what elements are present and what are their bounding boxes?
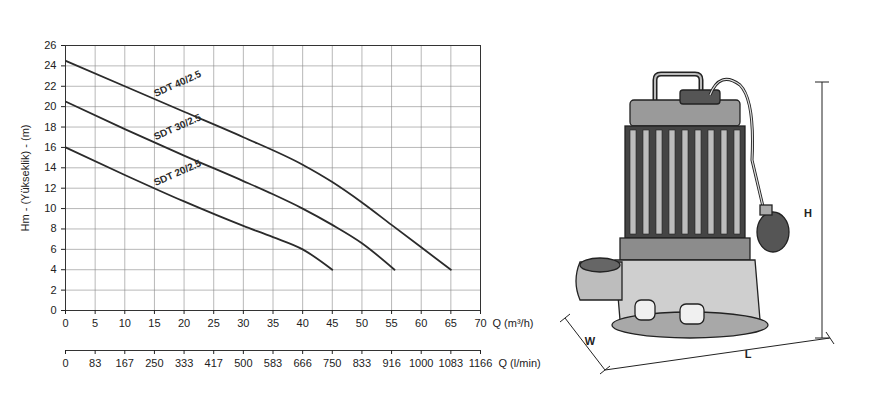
svg-text:10: 10 (119, 317, 131, 329)
svg-text:583: 583 (264, 357, 282, 369)
svg-text:83: 83 (89, 357, 101, 369)
svg-text:Hm - (Yükseklik) - (m): Hm - (Yükseklik) - (m) (19, 125, 31, 232)
svg-text:250: 250 (145, 357, 163, 369)
svg-text:26: 26 (44, 39, 56, 51)
svg-text:25: 25 (208, 317, 220, 329)
svg-text:1166: 1166 (469, 357, 493, 369)
svg-text:45: 45 (326, 317, 338, 329)
svg-text:14: 14 (44, 161, 56, 173)
svg-text:20: 20 (44, 100, 56, 112)
svg-text:18: 18 (44, 121, 56, 133)
svg-text:0: 0 (62, 357, 68, 369)
svg-text:22: 22 (44, 80, 56, 92)
svg-text:50: 50 (356, 317, 368, 329)
svg-text:20: 20 (178, 317, 190, 329)
svg-text:5: 5 (92, 317, 98, 329)
svg-text:30: 30 (237, 317, 249, 329)
svg-text:40: 40 (297, 317, 309, 329)
svg-text:70: 70 (474, 317, 486, 329)
svg-text:Q (m³/h): Q (m³/h) (493, 317, 534, 329)
svg-text:SDT 40/2.5: SDT 40/2.5 (152, 68, 203, 99)
svg-text:55: 55 (385, 317, 397, 329)
svg-text:24: 24 (44, 59, 56, 71)
svg-text:833: 833 (353, 357, 371, 369)
svg-text:750: 750 (323, 357, 341, 369)
svg-text:10: 10 (44, 202, 56, 214)
svg-text:H: H (804, 207, 812, 219)
svg-text:SDT 20/2.5: SDT 20/2.5 (152, 157, 203, 188)
svg-text:15: 15 (148, 317, 160, 329)
svg-text:4: 4 (50, 263, 56, 275)
svg-text:1000: 1000 (409, 357, 433, 369)
svg-text:Q (l/min): Q (l/min) (499, 357, 541, 369)
svg-text:L: L (745, 348, 752, 360)
svg-text:W: W (585, 335, 596, 347)
svg-text:16: 16 (44, 141, 56, 153)
svg-text:6: 6 (50, 243, 56, 255)
svg-text:12: 12 (44, 182, 56, 194)
svg-text:8: 8 (50, 222, 56, 234)
svg-text:417: 417 (205, 357, 223, 369)
svg-text:35: 35 (267, 317, 279, 329)
svg-text:500: 500 (234, 357, 252, 369)
svg-text:2: 2 (50, 284, 56, 296)
svg-text:60: 60 (415, 317, 427, 329)
svg-text:333: 333 (175, 357, 193, 369)
svg-text:1083: 1083 (439, 357, 463, 369)
svg-text:65: 65 (445, 317, 457, 329)
svg-text:0: 0 (62, 317, 68, 329)
svg-text:916: 916 (382, 357, 400, 369)
svg-text:167: 167 (116, 357, 134, 369)
svg-text:0: 0 (50, 304, 56, 316)
svg-text:666: 666 (293, 357, 311, 369)
svg-text:SDT 30/2.5: SDT 30/2.5 (152, 111, 203, 142)
